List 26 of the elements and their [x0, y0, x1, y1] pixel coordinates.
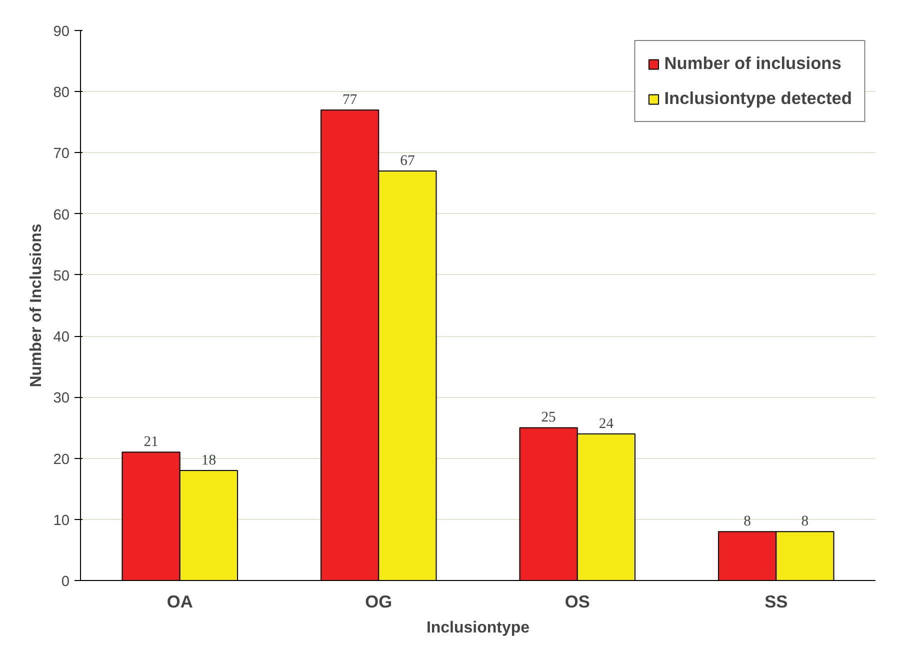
- data-label: 18: [201, 452, 216, 468]
- x-tick-label: OG: [365, 592, 392, 612]
- x-axis-title: Inclusiontype: [426, 620, 530, 636]
- x-tick-label: SS: [764, 592, 788, 612]
- data-label: 77: [342, 92, 358, 108]
- y-tick-label: 30: [53, 390, 70, 407]
- data-label: 25: [541, 410, 556, 426]
- y-axis-title: Number of Inclusions: [28, 224, 46, 388]
- data-label: 67: [400, 153, 415, 170]
- legend-label: Inclusiontype detected: [664, 88, 852, 109]
- y-tick-label: 0: [61, 574, 70, 590]
- data-label: 8: [744, 514, 751, 530]
- y-tick-label: 50: [53, 268, 70, 284]
- y-tick-label: 40: [53, 330, 70, 346]
- legend-label: Number of inclusions: [664, 53, 842, 74]
- y-tick-label: 90: [53, 24, 70, 40]
- y-tick-label: 70: [53, 146, 70, 162]
- data-label: 21: [144, 434, 158, 450]
- x-tick-label: OS: [564, 592, 590, 612]
- y-tick-label: 80: [53, 85, 70, 102]
- x-tick-label: OA: [166, 592, 194, 612]
- y-tick-label: 10: [53, 512, 70, 529]
- y-tick-label: 60: [53, 207, 70, 224]
- data-label: 24: [598, 416, 614, 432]
- data-label: 8: [801, 514, 809, 530]
- y-tick-label: 20: [53, 452, 70, 468]
